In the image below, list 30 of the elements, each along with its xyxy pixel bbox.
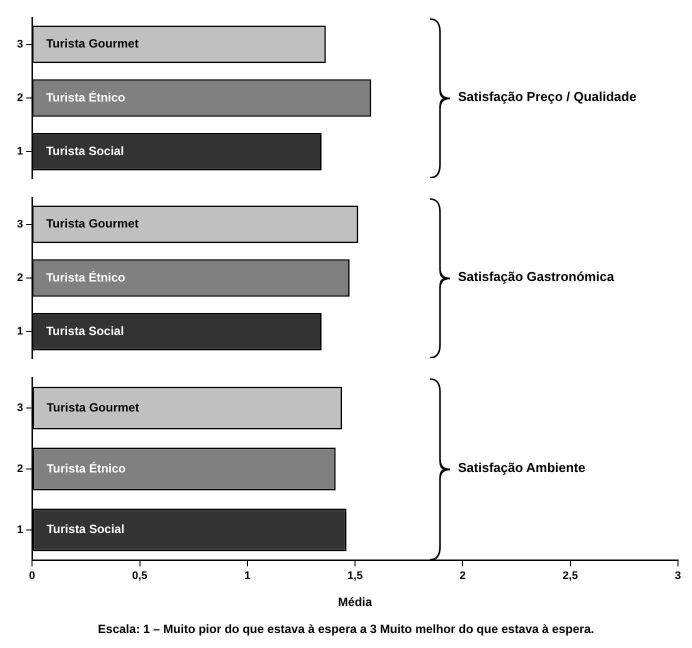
y-tick-label: 3 — [16, 218, 24, 230]
x-tick-label: 1 — [244, 570, 250, 582]
series-label: Turista Social — [46, 144, 124, 158]
series-label: Turista Étnico — [46, 461, 126, 476]
x-tick-label: 2 — [460, 570, 466, 582]
series-label: Turista Étnico — [46, 90, 126, 104]
y-tick-label: 2 — [16, 463, 24, 476]
series-label: Turista Gourmet — [46, 216, 139, 231]
y-tick-label: 2 — [16, 272, 24, 284]
text: Satisfação Gastronómica — [458, 269, 614, 284]
y-tick-label: 2 — [16, 92, 24, 104]
text: Satisfação Ambiente — [458, 460, 586, 475]
y-tick-label: 1 — [16, 146, 24, 158]
series-label: Turista Gourmet — [46, 36, 139, 51]
y-tick-label: 1 — [16, 524, 24, 536]
x-axis-title: Média — [338, 595, 372, 610]
x-tick-label: 2,5 — [562, 570, 578, 582]
text: Escala: 1 – Muito pior do que estava à espera a 3 Muito melhor do que estava à espera. — [96, 622, 596, 636]
x-tick-label: 3 — [674, 570, 682, 582]
series-label: Turista Social — [46, 324, 124, 338]
series-label: Turista Social — [46, 522, 124, 536]
x-tick-label: 0 — [29, 570, 36, 582]
series-label: Turista Étnico — [46, 270, 126, 284]
y-tick-label: 3 — [16, 38, 24, 50]
y-tick-label: 3 — [16, 402, 24, 414]
x-tick-label: 1,5 — [347, 570, 363, 582]
x-tick-label: 0,5 — [132, 570, 148, 582]
series-label: Turista Gourmet — [46, 400, 140, 414]
text: Satisfação Preço / Qualidade — [458, 89, 636, 104]
y-tick-label: 1 — [16, 326, 24, 338]
